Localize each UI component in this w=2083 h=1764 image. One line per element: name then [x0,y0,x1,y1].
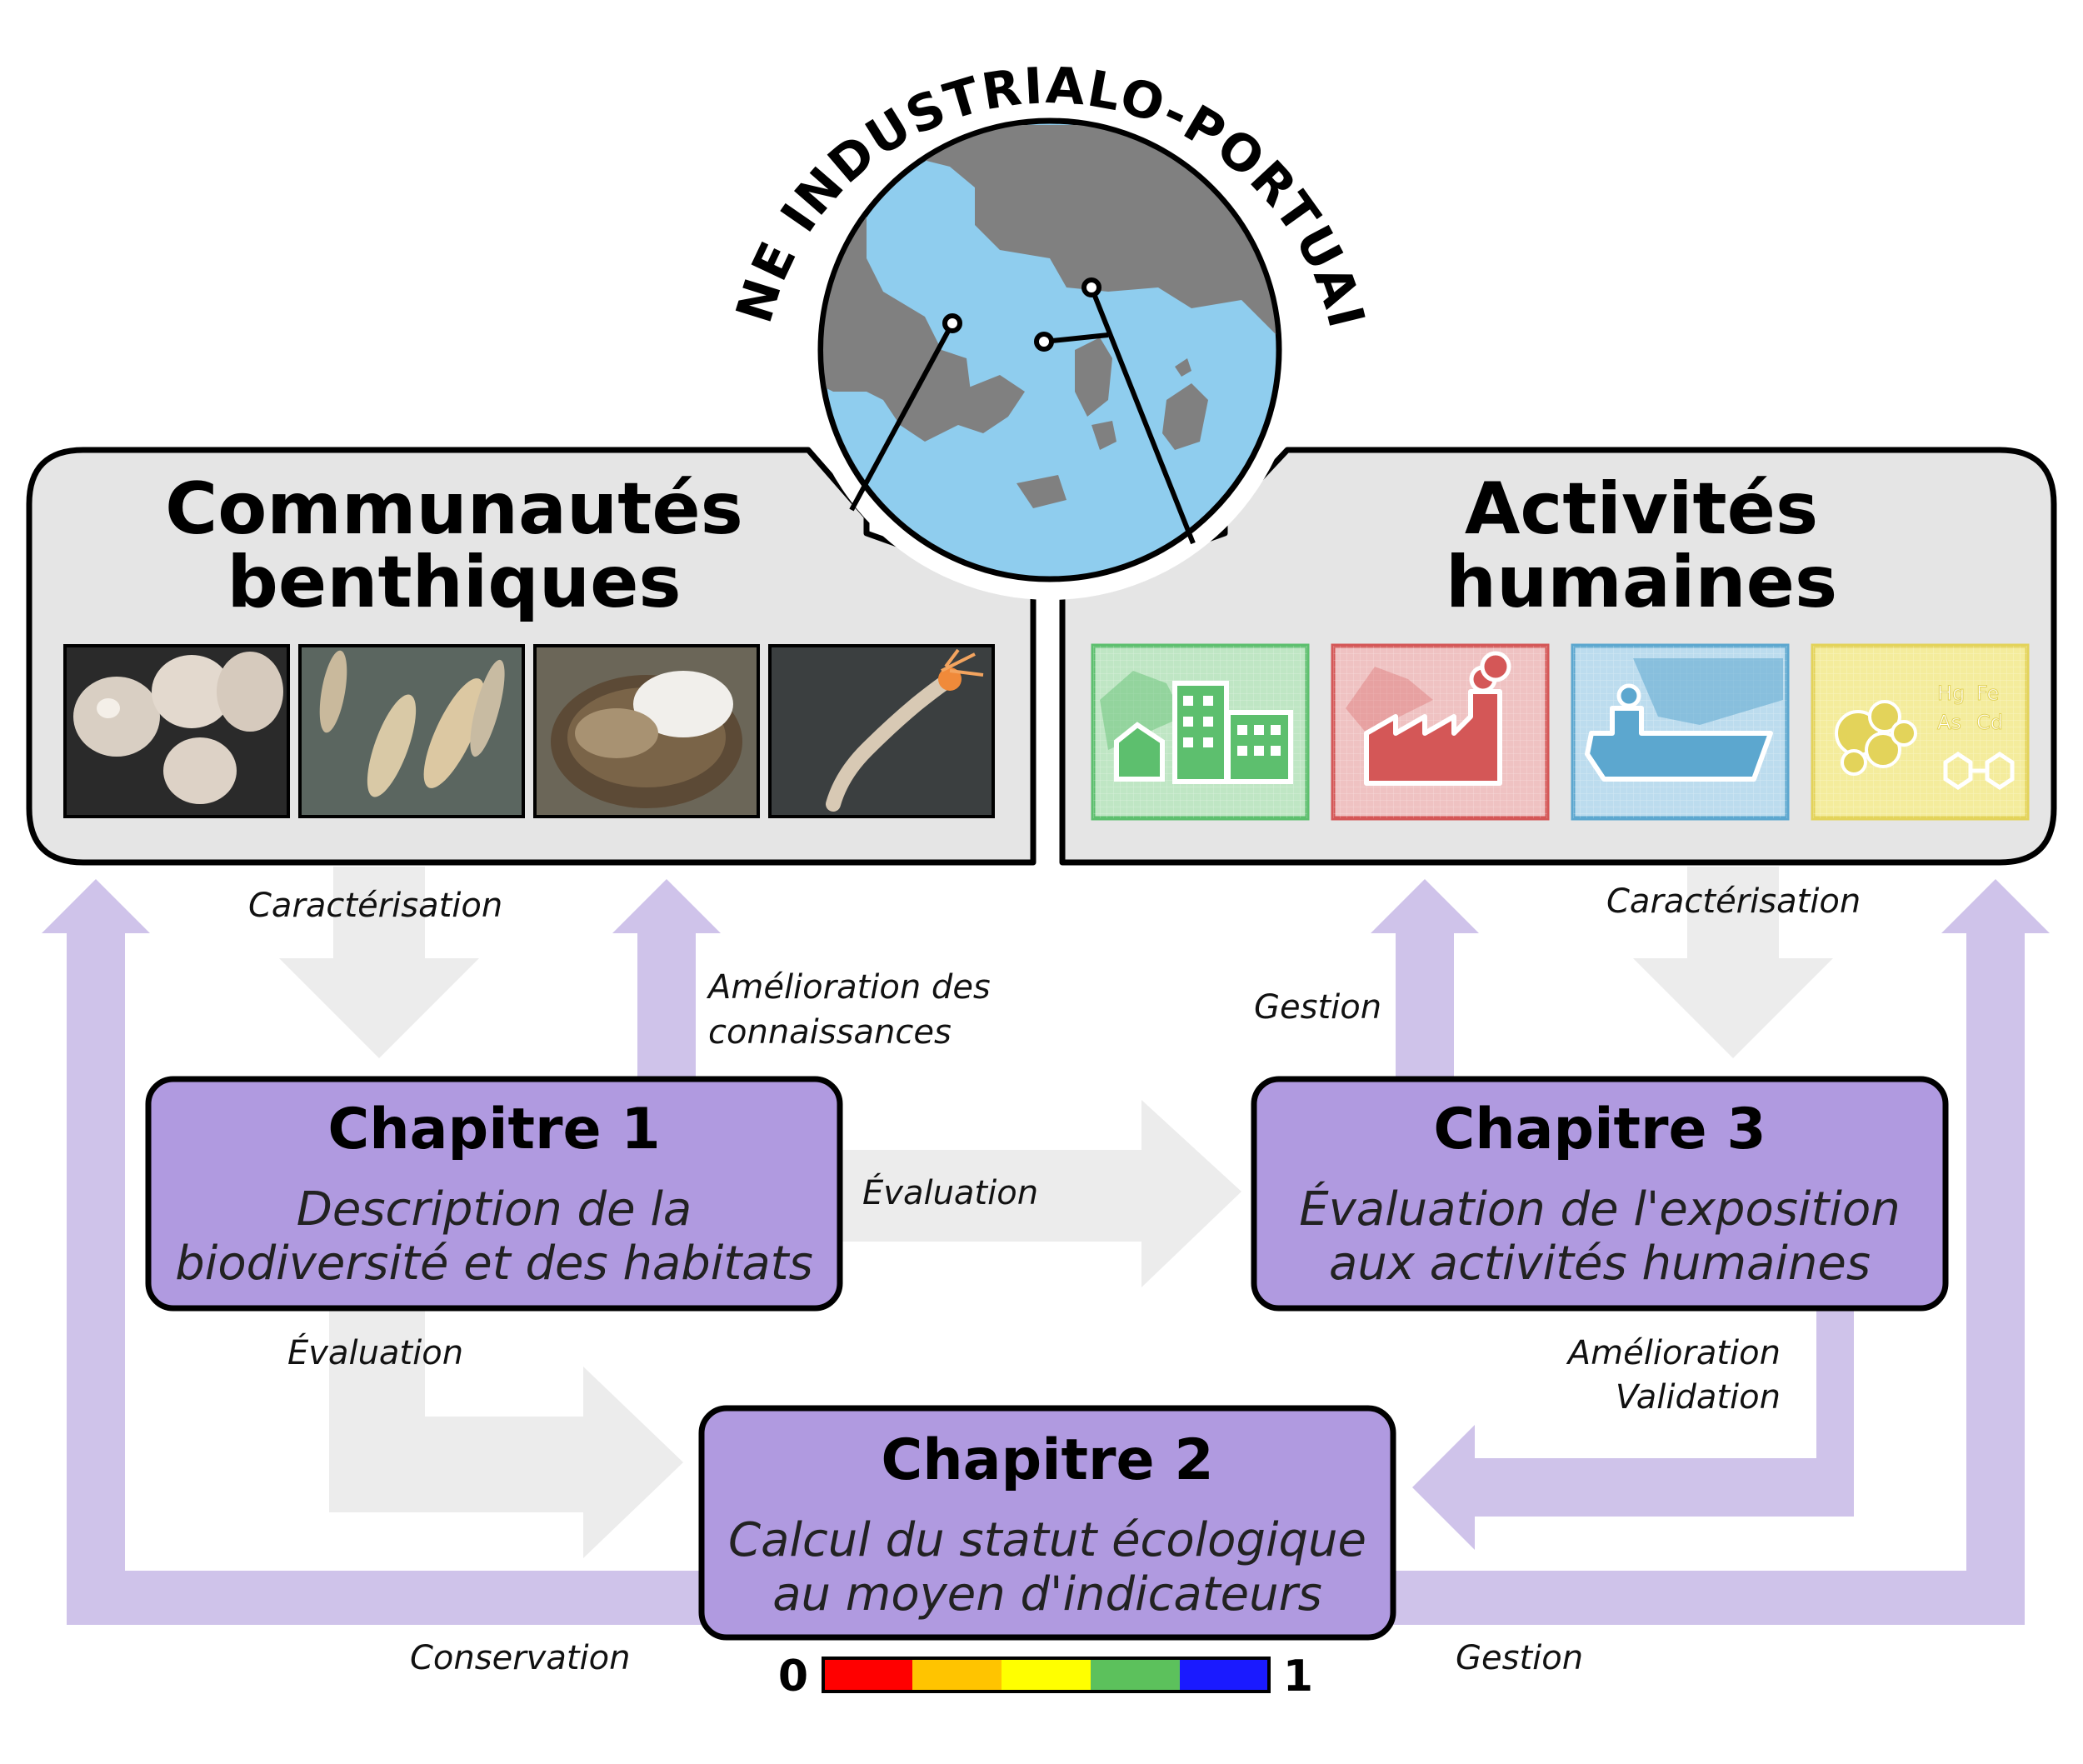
chem-label-cd: Cd [1976,711,2003,734]
scale-min-label: 0 [778,1652,808,1702]
validation-arrow [1412,1308,1854,1550]
chapter-1-title: Chapitre 1 [327,1097,660,1162]
label-gestion-top: Gestion [1254,988,1381,1027]
chem-label-fe: Fe [1976,682,1999,705]
site-line-3 [1089,286,1196,545]
scale-segment-5 [1180,1658,1269,1692]
chapter-2-line1: Calcul du statut écologique [728,1513,1366,1567]
scale-max-label: 1 [1283,1652,1313,1702]
site-marker-3 [1081,277,1101,297]
chem-label-as: As [1937,711,1961,734]
cargo-ship-icon [1571,643,1790,821]
chapter-2-box: Chapitre 2 Calcul du statut écologique a… [698,1405,1396,1641]
label-amelioration-validation-line2: Validation [1616,1378,1781,1417]
island-3 [1091,421,1116,450]
chapter-3-title: Chapitre 3 [1433,1097,1766,1162]
island-2 [1075,337,1112,417]
amelioration-arrow [612,879,721,1079]
chapter-1-line1: Description de la [297,1182,692,1237]
island-1 [958,375,1025,433]
label-gestion-bottom: Gestion [1456,1639,1583,1677]
label-amelioration-validation-line1: Amélioration [1566,1334,1781,1372]
human-panel [1059,447,2057,866]
island-5 [1017,475,1066,508]
label-caracterisation-right: Caractérisation [1606,882,1861,921]
scale-segment-1 [823,1658,912,1692]
gray-arrows [279,867,1833,1558]
conservation-loop-arrow [42,879,717,1625]
purple-arrows [42,879,2050,1625]
label-evaluation-mid: Évaluation [862,1172,1038,1212]
gestion-up-arrow [1371,879,1479,1079]
chapter-1-box: Chapitre 1 Description de la biodiversit… [145,1076,843,1312]
label-evaluation-low: Évaluation [287,1332,463,1372]
island-6 [1175,358,1191,377]
chem-label-hg: Hg [1937,682,1965,705]
urban-buildings-icon [1091,643,1310,821]
site-line-1 [849,322,955,512]
scale-segment-4 [1091,1658,1180,1692]
port-map [817,117,1282,582]
site-marker-2 [1034,332,1054,352]
factory-icon [1331,643,1550,821]
worms-photo [298,644,525,818]
bivalves-photo [63,644,290,818]
chapter-2-line2: au moyen d'indicateurs [772,1567,1322,1622]
evaluation-mid-arrow [837,1100,1241,1287]
scale-segment-2 [912,1658,1002,1692]
site-line-2 [1043,332,1109,344]
human-title-line1: Activités [1465,467,1818,551]
benthic-title-line1: Communautés [165,467,743,551]
chapter-3-line2: aux activités humaines [1329,1237,1871,1291]
chapter-1-line2: biodiversité et des habitats [175,1237,813,1291]
activity-tiles: Hg Fe As Cd [1091,643,2030,821]
scale-segment-3 [1002,1658,1091,1692]
chapter-3-box: Chapitre 3 Évaluation de l'exposition au… [1251,1076,1949,1312]
scale-border [822,1657,1271,1693]
chapter-3-line1: Évaluation de l'exposition [1299,1182,1900,1237]
caracterisation-left-arrow [279,867,479,1058]
clam-photo [533,644,760,818]
label-conservation: Conservation [410,1639,630,1677]
polychaete-photo [768,644,995,818]
chemical-contaminants-icon: Hg Fe As Cd [1811,643,2030,821]
island-4 [1162,383,1208,450]
site-marker-1 [942,313,962,333]
label-amelioration-line1: Amélioration des [706,968,991,1007]
evaluation-low-arrow [329,1308,683,1558]
benthic-photos [63,644,995,818]
gestion-loop-arrow [1387,879,2050,1625]
ecological-status-scale: 0 1 [778,1652,1313,1702]
caracterisation-right-arrow [1633,867,1833,1058]
human-title-line2: humaines [1446,541,1837,624]
label-amelioration-line2: connaissances [708,1013,952,1052]
benthic-title-line2: benthiques [227,541,681,624]
chapter-2-title: Chapitre 2 [881,1427,1213,1493]
label-caracterisation-left: Caractérisation [248,887,502,925]
